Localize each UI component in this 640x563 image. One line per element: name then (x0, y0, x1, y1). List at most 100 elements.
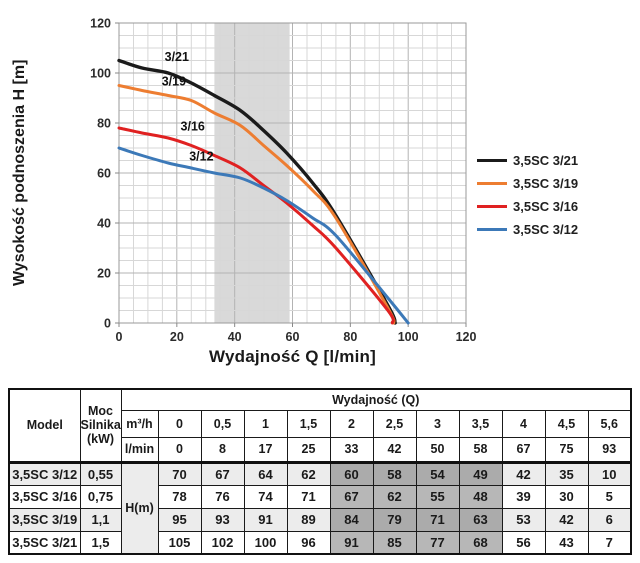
col-header-model: Model (8, 388, 81, 463)
flow-m3h-value: 4 (501, 409, 546, 438)
x-tick-label: 80 (343, 330, 357, 344)
flow-lmin-value: 0 (157, 436, 202, 463)
head-value: 64 (243, 460, 288, 486)
head-value: 100 (243, 530, 288, 555)
legend-line-swatch-icon (477, 182, 507, 185)
curve-3-16 (117, 126, 395, 325)
head-value: 56 (501, 530, 546, 555)
head-value: 71 (286, 484, 331, 509)
head-value: 102 (200, 530, 245, 555)
head-value: 74 (243, 484, 288, 509)
head-value: 55 (415, 484, 460, 509)
curve-label-3-19: 3/19 (162, 75, 186, 89)
head-value: 77 (415, 530, 460, 555)
head-value: 89 (286, 507, 331, 532)
chart-canvas: 0 20 40 60 80 100 120 0 20 40 60 80 100 120 3/21 3/19 3/… (90, 17, 477, 345)
x-tick-label: 120 (456, 330, 477, 344)
flow-lmin-value: 67 (501, 436, 546, 463)
head-value: 84 (329, 507, 374, 532)
flow-lmin-value: 25 (286, 436, 331, 463)
flow-m3h-value: 0 (157, 409, 202, 438)
flow-lmin-value: 42 (372, 436, 417, 463)
table-row-3-5SC-3-12: 3,5SC 3/12 0,55 H(m) 70 67 64 62 60 58 54 49 42 35 10 (8, 460, 632, 555)
head-value: 7 (587, 530, 632, 555)
y-tick-label: 0 (104, 317, 111, 331)
unit-lmin: l/min (120, 436, 159, 463)
legend-label: 3,5SC 3/12 (513, 222, 579, 237)
table-row-3-5SC-3-19: 3,5SC 3/19 1,1 95 93 91 89 84 79 71 63 53 42 6 (8, 507, 632, 532)
legend-label: 3,5SC 3/16 (513, 199, 579, 214)
flow-lmin-value: 93 (587, 436, 632, 463)
curve-label-3-21: 3/21 (165, 50, 189, 64)
head-value: 68 (458, 530, 503, 555)
head-value: 60 (329, 460, 374, 486)
flow-lmin-value: 33 (329, 436, 374, 463)
flow-m3h-value: 0,5 (200, 409, 245, 438)
head-value: 39 (501, 484, 546, 509)
head-value: 35 (544, 460, 589, 486)
y-tick-label: 120 (90, 17, 111, 31)
chart-legend: 3,5SC 3/21 3,5SC 3/19 3,5SC 3/16 3,5SC 3/12 (477, 153, 578, 237)
flow-lmin-value: 58 (458, 436, 503, 463)
curve-3-12 (117, 146, 410, 325)
head-value: 67 (200, 460, 245, 486)
flow-lmin-value: 17 (243, 436, 288, 463)
y-tick-label: 40 (97, 217, 111, 231)
head-value: 5 (587, 484, 632, 509)
head-value: 91 (243, 507, 288, 532)
curve-label-3-12: 3/12 (189, 150, 213, 164)
model-name: 3,5SC 3/19 (8, 507, 81, 532)
pump-data-table: Model Moc Silnika (kW) Wydajność (Q) m³/h 0 0… (8, 388, 632, 555)
flow-m3h-value: 1,5 (286, 409, 331, 438)
x-tick-label: 100 (398, 330, 419, 344)
head-value: 105 (157, 530, 202, 555)
head-value: 53 (501, 507, 546, 532)
motor-power-kw: 1,5 (79, 530, 122, 555)
x-tick-label: 40 (228, 330, 242, 344)
x-tick-label: 20 (170, 330, 184, 344)
head-value: 70 (157, 460, 202, 486)
head-value: 43 (544, 530, 589, 555)
motor-power-kw: 0,75 (79, 484, 122, 509)
curve-3-19 (117, 84, 396, 325)
y-tick-label: 80 (97, 117, 111, 131)
head-value: 71 (415, 507, 460, 532)
head-value: 67 (329, 484, 374, 509)
legend-item-3-16: 3,5SC 3/16 (477, 199, 578, 214)
head-value: 78 (157, 484, 202, 509)
flow-m3h-value: 5,6 (587, 409, 632, 438)
y-tick-label: 60 (97, 167, 111, 181)
legend-item-3-21: 3,5SC 3/21 (477, 153, 578, 168)
flow-m3h-value: 3 (415, 409, 460, 438)
flow-m3h-value: 2 (329, 409, 374, 438)
x-tick-label: 0 (116, 330, 123, 344)
table-row-3-5SC-3-21: 3,5SC 3/21 1,5 105 102 100 96 91 85 77 68 56 43 7 (8, 530, 632, 555)
head-value: 58 (372, 460, 417, 486)
motor-power-kw: 0,55 (79, 460, 122, 486)
head-value: 93 (200, 507, 245, 532)
head-value: 79 (372, 507, 417, 532)
head-value: 48 (458, 484, 503, 509)
y-axis-title: Wysokość podnoszenia H [m] (11, 59, 28, 287)
unit-m3h: m³/h (120, 409, 159, 438)
head-value: 49 (458, 460, 503, 486)
flow-m3h-value: 3,5 (458, 409, 503, 438)
curve-label-3-16: 3/16 (181, 120, 205, 134)
head-value: 42 (544, 507, 589, 532)
head-value: 42 (501, 460, 546, 486)
legend-item-3-12: 3,5SC 3/12 (477, 222, 578, 237)
head-value: 95 (157, 507, 202, 532)
col-header-power: Moc Silnika (kW) (79, 388, 122, 463)
table-row-3-5SC-3-16: 3,5SC 3/16 0,75 78 76 74 71 67 62 55 48 39 30 5 (8, 484, 632, 509)
head-value: 10 (587, 460, 632, 486)
legend-line-swatch-icon (477, 205, 507, 208)
head-value: 62 (372, 484, 417, 509)
flow-m3h-value: 2,5 (372, 409, 417, 438)
model-name: 3,5SC 3/16 (8, 484, 81, 509)
head-value: 85 (372, 530, 417, 555)
legend-line-swatch-icon (477, 228, 507, 231)
head-value: 30 (544, 484, 589, 509)
head-value: 54 (415, 460, 460, 486)
y-tick-label: 100 (90, 67, 111, 81)
